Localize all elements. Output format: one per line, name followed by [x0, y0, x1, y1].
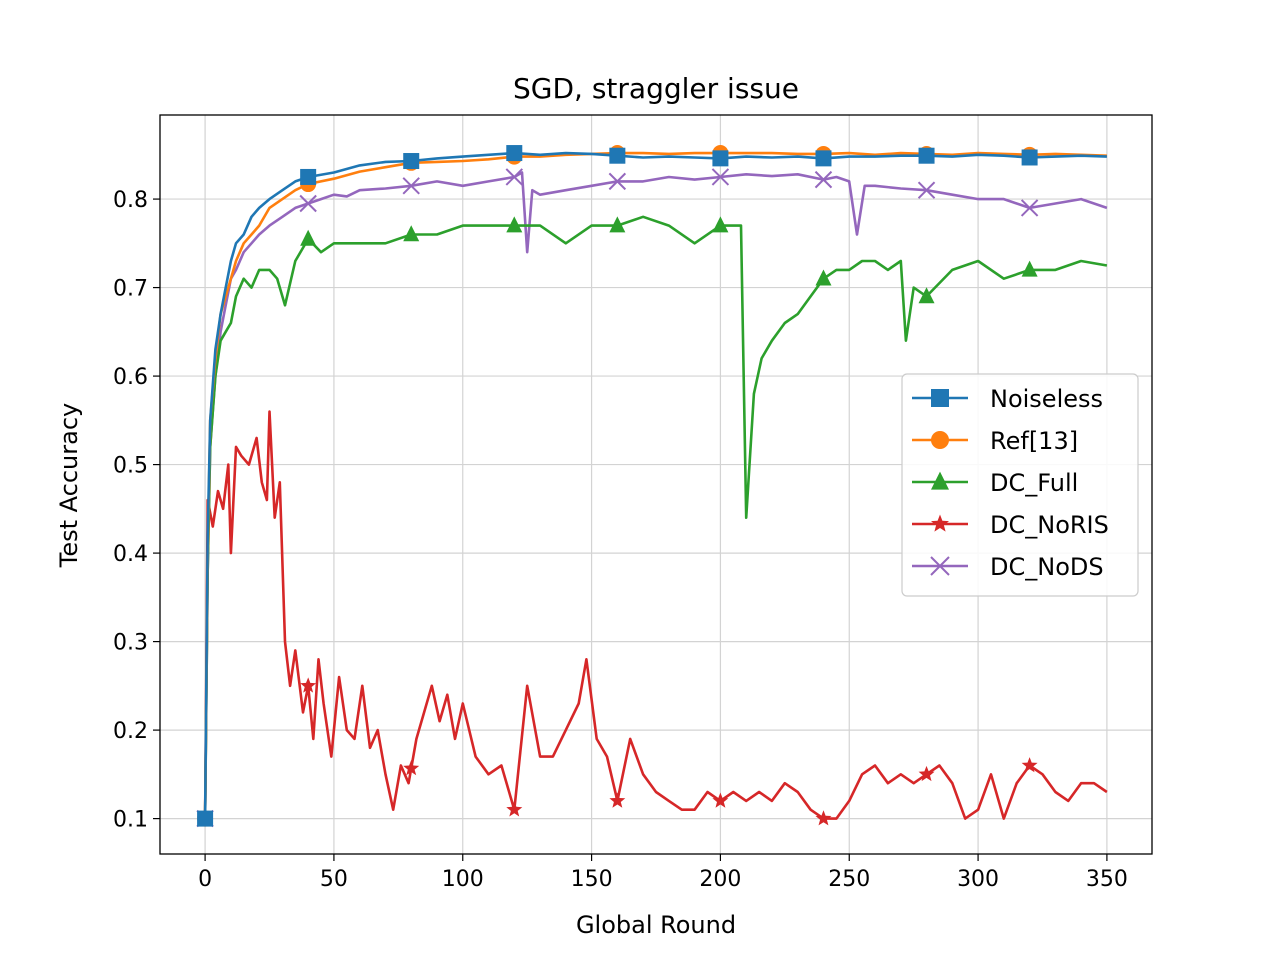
- x-tick-label: 150: [571, 867, 613, 892]
- data-point-marker: [917, 181, 936, 199]
- data-point-marker: [197, 810, 214, 827]
- legend-label: DC_Full: [990, 469, 1078, 497]
- y-tick-label: 0.5: [113, 454, 148, 479]
- x-tick-label: 50: [320, 867, 348, 892]
- series-dc-full: [197, 215, 1108, 826]
- data-point-marker: [506, 801, 523, 817]
- data-point-marker: [506, 216, 523, 233]
- legend-entry: DC_NoDS: [912, 553, 1104, 581]
- y-tick-label: 0.8: [113, 188, 148, 213]
- series-line: [203, 151, 1107, 819]
- legend-label: Ref[13]: [990, 427, 1078, 455]
- legend-label: Noiseless: [990, 385, 1103, 413]
- legend-label: DC_NoDS: [990, 553, 1104, 581]
- chart-title: SGD, straggler issue: [513, 72, 799, 105]
- data-point-marker: [506, 145, 523, 162]
- legend-label: DC_NoRIS: [990, 511, 1109, 539]
- data-point-marker: [1020, 199, 1039, 217]
- data-point-marker: [712, 792, 729, 808]
- data-point-marker: [1021, 149, 1038, 166]
- data-point-marker: [815, 269, 832, 286]
- data-point-marker: [711, 168, 730, 186]
- y-tick-label: 0.3: [113, 631, 148, 656]
- data-point-marker: [1021, 757, 1038, 773]
- data-point-marker: [402, 177, 420, 195]
- data-point-marker: [712, 150, 729, 167]
- x-tick-label: 250: [828, 867, 870, 892]
- legend-frame: [901, 373, 1139, 597]
- y-tick-label: 0.4: [113, 542, 148, 567]
- legend-entry: Noiseless: [912, 385, 1103, 413]
- data-point-marker: [609, 147, 626, 164]
- plot-frame: [159, 114, 1153, 855]
- data-point-marker: [918, 287, 935, 304]
- data-point-marker: [300, 168, 317, 185]
- x-axis-ticks: 0 50 100 150 200 250 300 350: [198, 854, 1128, 892]
- x-axis-label: Global Round: [576, 911, 736, 939]
- y-tick-label: 0.6: [113, 365, 148, 390]
- data-point-marker: [505, 168, 523, 186]
- data-point-marker: [403, 225, 420, 242]
- x-tick-label: 100: [442, 867, 484, 892]
- legend: Noiseless Ref[13] DC_Full DC_NoRIS DC_NoDS: [901, 373, 1139, 597]
- y-tick-label: 0.7: [113, 277, 148, 302]
- y-axis-ticks: 0.1 0.2 0.3 0.4 0.5 0.6 0.7 0.8: [113, 188, 160, 833]
- x-tick-label: 350: [1086, 867, 1128, 892]
- data-point-marker: [815, 810, 832, 826]
- grid: [160, 115, 1152, 854]
- data-point-marker: [608, 172, 627, 191]
- data-point-marker: [1021, 260, 1038, 277]
- data-point-marker: [403, 153, 420, 170]
- data-point-marker: [299, 194, 317, 213]
- data-point-marker: [609, 792, 626, 808]
- y-tick-label: 0.1: [113, 808, 148, 833]
- data-point-marker: [815, 150, 832, 167]
- y-axis-label: Test Accuracy: [55, 403, 83, 568]
- x-tick-label: 300: [957, 867, 999, 892]
- legend-entry: Ref[13]: [912, 427, 1078, 455]
- data-point-marker: [918, 765, 935, 782]
- data-point-marker: [403, 760, 420, 776]
- data-point-marker: [931, 514, 949, 532]
- series-line: [203, 151, 1107, 819]
- legend-entry: DC_NoRIS: [912, 511, 1109, 539]
- data-point-marker: [931, 471, 949, 490]
- data-point-marker: [609, 216, 626, 233]
- series-line: [203, 410, 1108, 820]
- x-tick-label: 0: [198, 867, 212, 892]
- data-point-marker: [931, 389, 949, 407]
- series-noiseless: [197, 145, 1107, 827]
- data-point-marker: [712, 216, 729, 233]
- series-line: [203, 215, 1108, 819]
- data-point-marker: [930, 556, 950, 576]
- data-point-marker: [918, 147, 935, 164]
- legend-entry: DC_Full: [912, 469, 1078, 497]
- y-tick-label: 0.2: [113, 719, 148, 744]
- data-point-marker: [931, 431, 949, 449]
- data-point-marker: [814, 170, 833, 189]
- series-group: [196, 145, 1108, 828]
- x-tick-label: 200: [699, 867, 741, 892]
- data-point-marker: [300, 229, 317, 246]
- data-point-marker: [300, 677, 317, 693]
- series-line: [203, 171, 1108, 819]
